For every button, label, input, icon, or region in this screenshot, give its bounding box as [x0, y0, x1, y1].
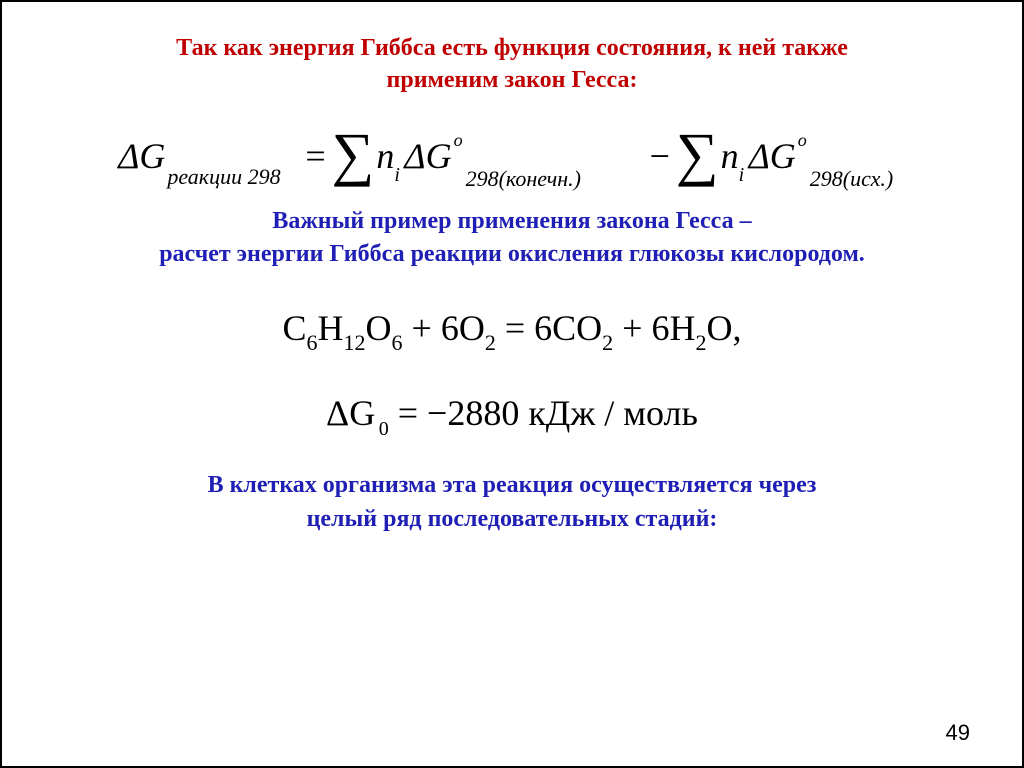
sup-o-2: o — [798, 130, 807, 151]
subheading-line2: расчет энергии Гиббса реакции окисления … — [159, 241, 865, 267]
delta-1: Δ — [404, 135, 425, 177]
subheading: Важный пример применения закона Гесса – … — [52, 205, 972, 272]
delta-g-value: ΔG 0 = −2880 кДж / моль — [52, 392, 972, 439]
ni-sub-2: i — [739, 164, 745, 187]
sub-konechn: 298(конечн.) — [466, 166, 581, 192]
heading-line1: Так как энергия Гиббса есть функция сост… — [176, 35, 848, 61]
sup-o-1: o — [454, 130, 463, 151]
s12: 12 — [344, 330, 366, 355]
dg-eq: = — [389, 393, 427, 433]
page-number: 49 — [946, 720, 970, 746]
slide: Так как энергия Гиббса есть функция сост… — [2, 2, 1022, 766]
s2c: 2 — [695, 330, 706, 355]
G-2: G — [770, 135, 796, 177]
n-1: n — [376, 135, 394, 177]
O-c: O — [576, 308, 602, 348]
s6b: 6 — [392, 330, 403, 355]
coef6a: 6 — [441, 308, 459, 348]
delta-2: Δ — [749, 135, 770, 177]
plus2: + — [613, 308, 651, 348]
O-b: O — [459, 308, 485, 348]
ni-sub-1: i — [394, 164, 400, 187]
lhs-subscript: реакции 298 — [167, 164, 280, 190]
footer-line2: целый ряд последовательных стадий: — [307, 506, 718, 532]
sigma-2: ∑ — [676, 130, 719, 178]
minus: − — [650, 135, 670, 177]
equals: = — [305, 135, 325, 177]
coef6b: 6 — [534, 308, 552, 348]
s2b: 2 — [602, 330, 613, 355]
n-2: n — [721, 135, 739, 177]
chemical-equation: C6H12O6 + 6O2 = 6CO2 + 6H2O, — [52, 307, 972, 354]
subheading-line1: Важный пример применения закона Гесса – — [272, 208, 751, 234]
sub-iskh: 298(исх.) — [810, 166, 893, 192]
footer-line1: В клетках организма эта реакция осуществ… — [208, 472, 817, 498]
eq: = — [496, 308, 534, 348]
C: C — [283, 308, 307, 348]
dg-G: G — [349, 393, 375, 433]
heading: Так как энергия Гиббса есть функция сост… — [52, 32, 972, 97]
delta: Δ — [118, 135, 139, 177]
G-lhs: G — [139, 135, 165, 177]
H: H — [318, 308, 344, 348]
heading-line2: применим закон Гесса: — [387, 67, 638, 93]
sigma-1: ∑ — [332, 130, 375, 178]
O-a: O — [366, 308, 392, 348]
s6a: 6 — [307, 330, 318, 355]
plus1: + — [403, 308, 441, 348]
H2: H — [669, 308, 695, 348]
dg-zero: 0 — [379, 418, 389, 440]
dg-delta: Δ — [326, 393, 349, 433]
G-1: G — [426, 135, 452, 177]
gibbs-formula: Δ G реакции 298 = ∑ n i Δ G o 298(конечн… — [52, 132, 972, 180]
comma: , — [732, 308, 741, 348]
C2: C — [552, 308, 576, 348]
footer-text: В клетках организма эта реакция осуществ… — [52, 469, 972, 536]
O-d: O — [706, 308, 732, 348]
s2a: 2 — [485, 330, 496, 355]
dg-val: −2880 кДж / моль — [427, 393, 698, 433]
coef6c: 6 — [651, 308, 669, 348]
